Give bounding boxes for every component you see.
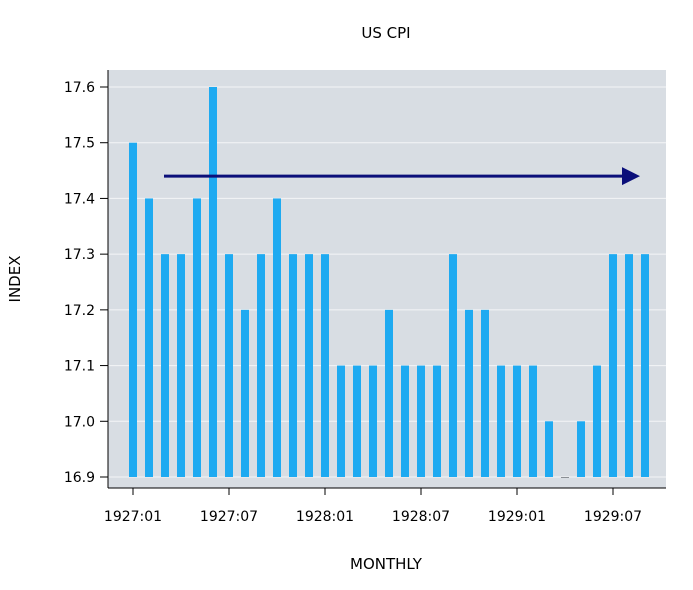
- bar: [225, 254, 233, 477]
- bar: [273, 198, 281, 477]
- bar: [369, 365, 377, 477]
- bar: [465, 309, 473, 477]
- bar: [449, 254, 457, 477]
- x-tick-label: 1929:01: [488, 509, 546, 525]
- bar: [161, 254, 169, 477]
- bar: [193, 198, 201, 477]
- bar: [545, 421, 553, 477]
- bar: [433, 365, 441, 477]
- x-axis-ticks: 1927:01 1927:07 1928:01 1928:07 1929:01 1929:…: [104, 487, 666, 525]
- x-axis-label: MONTHLY: [350, 555, 423, 573]
- chart-title: US CPI: [361, 24, 410, 42]
- bar: [641, 254, 649, 477]
- bar: [209, 87, 217, 477]
- bar: [513, 365, 521, 477]
- bar: [561, 477, 569, 478]
- y-tick-label: 17.3: [64, 247, 95, 263]
- bar: [289, 254, 297, 477]
- trend-arrow: [164, 167, 640, 186]
- bar: [353, 365, 361, 477]
- bar: [593, 365, 601, 477]
- bar: [609, 254, 617, 477]
- bar: [529, 365, 537, 477]
- y-tick-label: 17.5: [64, 136, 95, 152]
- bar: [401, 365, 409, 477]
- bar: [337, 365, 345, 477]
- x-tick-label: 1928:07: [392, 509, 450, 525]
- bar: [417, 365, 425, 477]
- bar: [385, 309, 393, 477]
- bar: [177, 254, 185, 477]
- bar: [481, 309, 489, 477]
- bar: [577, 421, 585, 477]
- x-tick-label: 1929:07: [584, 509, 642, 525]
- y-tick-label: 17.2: [64, 303, 95, 319]
- bar: [129, 142, 137, 477]
- y-tick-label: 17.6: [64, 80, 95, 96]
- y-tick-label: 17.4: [64, 191, 95, 207]
- y-tick-label: 17.1: [64, 359, 95, 375]
- x-tick-label: 1927:07: [200, 509, 258, 525]
- bar: [257, 254, 265, 477]
- y-tick-label: 17.0: [64, 414, 95, 430]
- y-axis-label: INDEX: [6, 256, 24, 303]
- bars: [129, 87, 649, 478]
- x-tick-label: 1927:01: [104, 509, 162, 525]
- bar: [321, 254, 329, 477]
- arrow-head: [622, 167, 640, 186]
- y-tick-label: 16.9: [64, 470, 95, 486]
- bar: [625, 254, 633, 477]
- bar: [145, 198, 153, 477]
- bar: [305, 254, 313, 477]
- x-tick-label: 1928:01: [296, 509, 354, 525]
- bar: [497, 365, 505, 477]
- y-axis-ticks: 16.9 17.0 17.1 17.2 17.3 17.4 17.5 17.6: [64, 70, 109, 488]
- bar: [241, 309, 249, 477]
